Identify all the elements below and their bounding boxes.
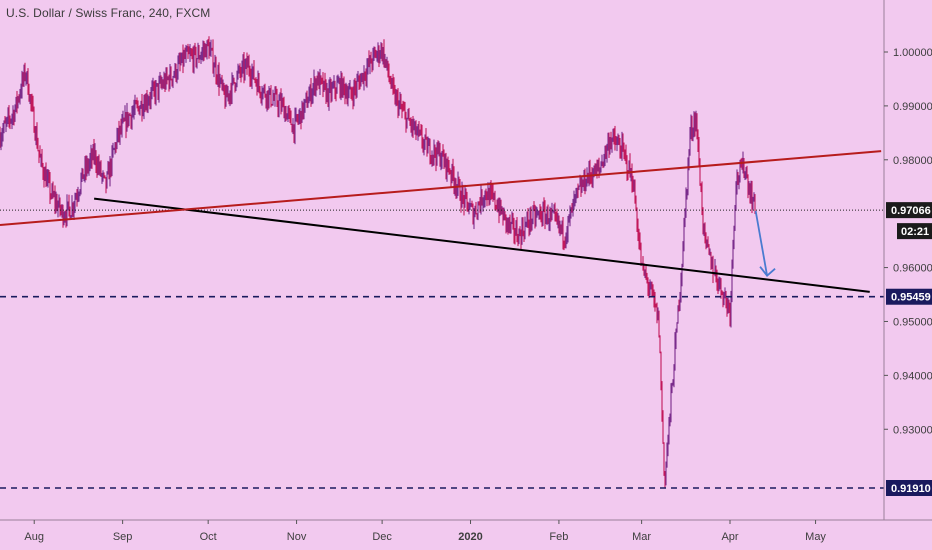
- level-price-label: 0.95459: [891, 292, 931, 304]
- chart-title: U.S. Dollar / Swiss Franc, 240, FXCM: [6, 6, 211, 20]
- price-series: [0, 36, 756, 489]
- drawings: [0, 150, 884, 489]
- time-tick-label: Nov: [287, 531, 307, 543]
- countdown-label: 02:21: [901, 226, 929, 238]
- current-price-label: 0.97066: [891, 205, 931, 217]
- price-axis[interactable]: 1.00000 0.99000 0.98000 0.96000 0.95000 0.940…: [883, 0, 932, 520]
- time-tick-label: May: [805, 531, 826, 543]
- current-price-badge: [886, 202, 932, 219]
- descending-trendline: [93, 197, 870, 293]
- time-tick-label: Feb: [549, 531, 568, 543]
- projection-arrow: [754, 210, 768, 276]
- time-tick-label: Apr: [721, 531, 738, 543]
- countdown-badge: [897, 223, 932, 240]
- level-price-badge: [886, 288, 932, 305]
- projection-arrow-head: [759, 266, 776, 277]
- price-tick-label: 0.96000: [893, 263, 932, 275]
- price-tick-label: 0.95000: [893, 316, 932, 328]
- rising-trendline: [0, 150, 882, 226]
- time-tick-label: Mar: [632, 531, 651, 543]
- time-tick-label: 2020: [458, 531, 482, 543]
- price-tick-label: 0.98000: [893, 155, 932, 167]
- time-tick-label: Aug: [24, 531, 44, 543]
- time-tick-label: Sep: [113, 531, 133, 543]
- time-tick-label: Oct: [200, 531, 217, 543]
- time-tick-label: Dec: [372, 531, 392, 543]
- price-tick-label: 0.93000: [893, 424, 932, 436]
- price-tick-label: 1.00000: [893, 47, 932, 59]
- time-axis[interactable]: Aug Sep Oct Nov Dec 2020 Feb Mar Apr May: [0, 519, 932, 543]
- level-price-label: 0.91910: [891, 483, 931, 495]
- price-tick-label: 0.99000: [893, 101, 932, 113]
- level-price-badge: [886, 480, 932, 496]
- price-tick-label: 0.94000: [893, 370, 932, 382]
